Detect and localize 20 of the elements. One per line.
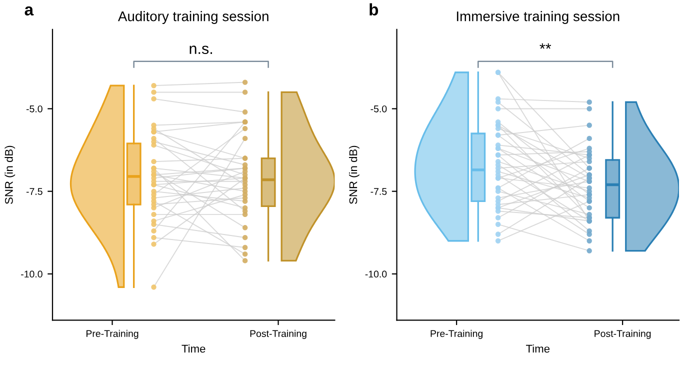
annotation: ** [540, 43, 552, 49]
y-axis-title: SNR (in dB) [349, 146, 360, 204]
x-tick-label: Pre-Training [430, 330, 482, 339]
x-tick-label: Post-Training [594, 330, 651, 339]
y-axis-title: SNR (in dB) [4, 146, 16, 204]
x-axis-title: Time [182, 344, 206, 353]
annotation: n.s. [190, 46, 212, 54]
y-tick-label: -7.5 [26, 188, 42, 195]
chart-title: Immersive training session [456, 11, 620, 24]
x-tick-label: Pre-Training [86, 330, 138, 339]
x-tick-label: Post-Training [250, 330, 306, 339]
y-tick-label: -5.0 [370, 105, 387, 112]
chart-title: Auditory training session [118, 11, 268, 24]
x-axis-title: Time [526, 344, 550, 353]
y-tick-label: -7.5 [370, 188, 387, 195]
y-tick-label: -5.0 [26, 105, 42, 112]
y-tick-label: -10.0 [365, 270, 387, 278]
text: b [370, 3, 378, 16]
y-tick-label: -10.0 [21, 270, 42, 278]
text: a [24, 6, 34, 16]
